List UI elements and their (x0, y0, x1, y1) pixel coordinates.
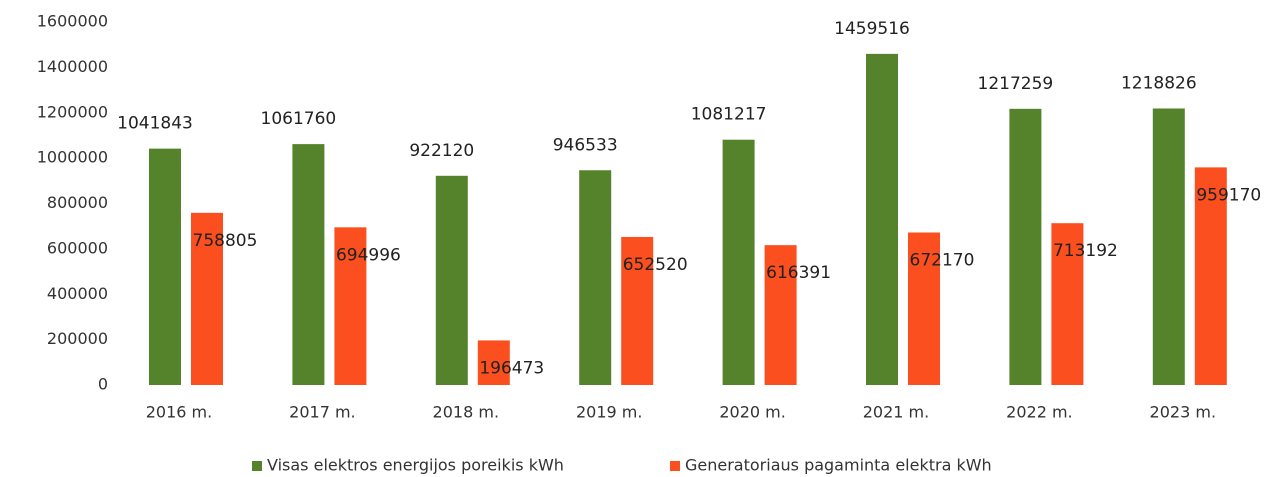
bar (722, 139, 755, 385)
y-tick-label: 1400000 (37, 57, 108, 76)
bar (334, 227, 367, 385)
bar (1152, 108, 1185, 385)
x-tick-label: 2020 m. (719, 403, 785, 422)
x-tick-label: 2016 m. (146, 403, 212, 422)
x-tick-label: 2018 m. (433, 403, 499, 422)
y-tick-label: 1000000 (37, 148, 108, 167)
bar (477, 340, 510, 385)
data-label: 652520 (623, 255, 688, 275)
x-tick-label: 2023 m. (1150, 403, 1216, 422)
bar (435, 175, 468, 385)
data-label: 672170 (910, 251, 975, 271)
y-tick-label: 400000 (47, 284, 108, 303)
bar (1009, 108, 1042, 386)
data-label: 616391 (766, 263, 831, 283)
bar (866, 53, 898, 385)
y-tick-label: 1600000 (37, 12, 108, 31)
bar (1051, 223, 1084, 385)
x-tick-label: 2017 m. (289, 403, 355, 422)
y-tick-label: 600000 (47, 238, 108, 257)
data-label: 758805 (193, 231, 258, 251)
bar (579, 170, 612, 385)
data-label: 1459516 (834, 19, 910, 39)
bar (1194, 167, 1227, 385)
data-label: 1041843 (117, 114, 193, 134)
y-tick-label: 1200000 (37, 102, 108, 121)
legend-swatch (670, 461, 680, 471)
y-tick-label: 200000 (47, 329, 108, 348)
legend-swatch (252, 461, 262, 471)
data-label: 946533 (553, 135, 618, 155)
x-tick-label: 2019 m. (576, 403, 642, 422)
data-label: 1218826 (1121, 73, 1197, 93)
bar (292, 144, 325, 385)
bar (149, 148, 181, 385)
bar (191, 212, 223, 385)
y-tick-label: 0 (98, 375, 108, 394)
data-label: 922120 (409, 141, 474, 161)
data-label: 1217259 (978, 74, 1054, 94)
data-label: 1061760 (261, 109, 337, 129)
data-label: 713192 (1053, 241, 1118, 261)
bar (908, 232, 940, 385)
legend-label: Generatoriaus pagaminta elektra kWh (685, 456, 992, 475)
data-label: 959170 (1196, 185, 1261, 205)
bar (764, 245, 797, 385)
x-tick-label: 2021 m. (863, 403, 929, 422)
x-tick-label: 2022 m. (1006, 403, 1072, 422)
bar (621, 236, 654, 385)
data-label: 1081217 (691, 105, 767, 125)
data-label: 694996 (336, 245, 401, 265)
y-tick-label: 800000 (47, 193, 108, 212)
legend-label: Visas elektros energijos poreikis kWh (267, 456, 564, 475)
data-label: 196473 (479, 358, 544, 378)
